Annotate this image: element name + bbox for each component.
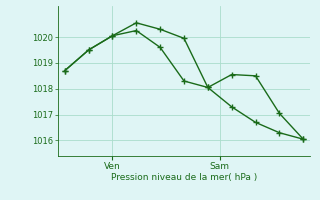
X-axis label: Pression niveau de la mer( hPa ): Pression niveau de la mer( hPa ) bbox=[111, 173, 257, 182]
